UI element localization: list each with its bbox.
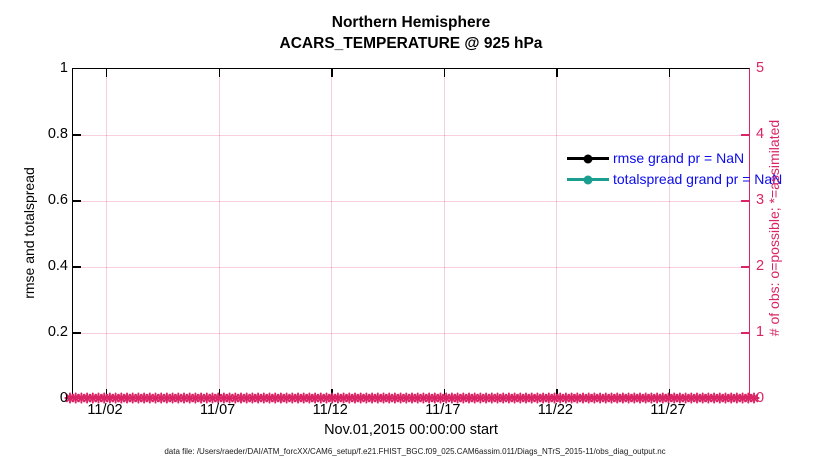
grid-line-vertical	[669, 69, 670, 397]
x-axis-tick-top	[331, 69, 333, 77]
left-y-tick-label: 0.8	[47, 126, 68, 142]
right-y-tick-label: 2	[756, 258, 765, 274]
chart-title-line1: Northern Hemisphere	[331, 14, 491, 31]
left-y-axis-tick	[73, 200, 81, 202]
x-axis-tick-top	[218, 69, 220, 77]
x-axis-tick-top	[669, 69, 671, 77]
grid-line-vertical	[443, 69, 445, 397]
right-y-tick-label: 1	[756, 324, 765, 340]
grid-line-horizontal	[73, 333, 749, 334]
data-file-path: data file: /Users/raeder/DAI/ATM_forcXX/…	[164, 447, 666, 456]
right-y-axis-tick	[741, 134, 749, 136]
grid-line-vertical	[218, 69, 220, 397]
x-axis-tick-bottom	[669, 389, 671, 397]
left-y-tick-label: 0.4	[47, 258, 68, 274]
x-axis-tick-top	[443, 69, 446, 77]
right-y-tick-label: 4	[756, 126, 765, 142]
legend-marker-line	[567, 154, 609, 163]
x-axis-tick-bottom	[106, 389, 108, 397]
x-axis-tick-top	[556, 69, 558, 77]
grid-line-horizontal	[73, 201, 749, 202]
right-y-tick-label: 0	[756, 390, 765, 406]
right-y-axis-tick	[741, 266, 749, 268]
grid-line-horizontal	[73, 135, 749, 136]
x-tick-label: 11/17	[425, 402, 461, 418]
legend-item: totalspread grand pr = NaN	[567, 169, 782, 190]
grid-line-vertical	[106, 69, 107, 397]
x-axis-label: Nov.01,2015 00:00:00 start	[324, 422, 498, 438]
left-y-axis-tick	[73, 266, 81, 268]
obs-asterisk-markers	[64, 392, 760, 404]
x-axis-tick-bottom	[218, 389, 220, 397]
legend-item-label: totalspread grand pr = NaN	[613, 171, 783, 187]
left-y-tick-label: 1	[59, 60, 68, 76]
legend-marker-dot	[583, 175, 593, 184]
x-tick-label: 11/27	[650, 402, 686, 418]
right-y-axis-tick	[741, 332, 749, 334]
x-axis-tick-bottom	[556, 389, 558, 397]
x-tick-label: 11/22	[537, 402, 573, 418]
grid-line-vertical	[331, 69, 333, 397]
right-y-tick-label: 5	[756, 60, 765, 76]
left-y-tick-label: 0.6	[47, 192, 68, 208]
x-tick-label: 11/12	[312, 402, 348, 418]
x-tick-label: 11/07	[199, 402, 236, 418]
x-axis-tick-bottom	[443, 389, 446, 397]
x-axis-tick-top	[106, 69, 108, 77]
legend-marker-dot	[583, 154, 593, 163]
chart-title-line2: ACARS_TEMPERATURE @ 925 hPa	[279, 35, 543, 52]
left-y-axis-tick	[73, 134, 81, 136]
right-y-tick-label: 3	[756, 192, 765, 208]
legend-marker-line	[567, 175, 609, 184]
right-y-axis-tick	[741, 200, 749, 202]
grid-line-vertical	[556, 69, 558, 397]
right-y-axis-label: # of obs: o=possible; *=assimilated	[766, 119, 782, 337]
obs-marker-band	[64, 392, 760, 404]
left-y-tick-label: 0	[59, 390, 68, 406]
legend-item: rmse grand pr = NaN	[567, 148, 782, 169]
left-y-tick-label: 0.2	[47, 324, 68, 340]
legend-item-label: rmse grand pr = NaN	[613, 150, 745, 166]
left-y-axis-tick	[73, 332, 81, 334]
plot-area: rmse grand pr = NaN totalspread grand pr …	[64, 68, 782, 404]
left-y-axis-label: rmse and totalspread	[21, 167, 37, 299]
legend: rmse grand pr = NaN totalspread grand pr …	[567, 148, 782, 190]
x-tick-label: 11/02	[87, 402, 123, 418]
grid-line-horizontal	[73, 267, 749, 268]
chart-title: Northern Hemisphere ACARS_TEMPERATURE @ …	[72, 12, 750, 54]
